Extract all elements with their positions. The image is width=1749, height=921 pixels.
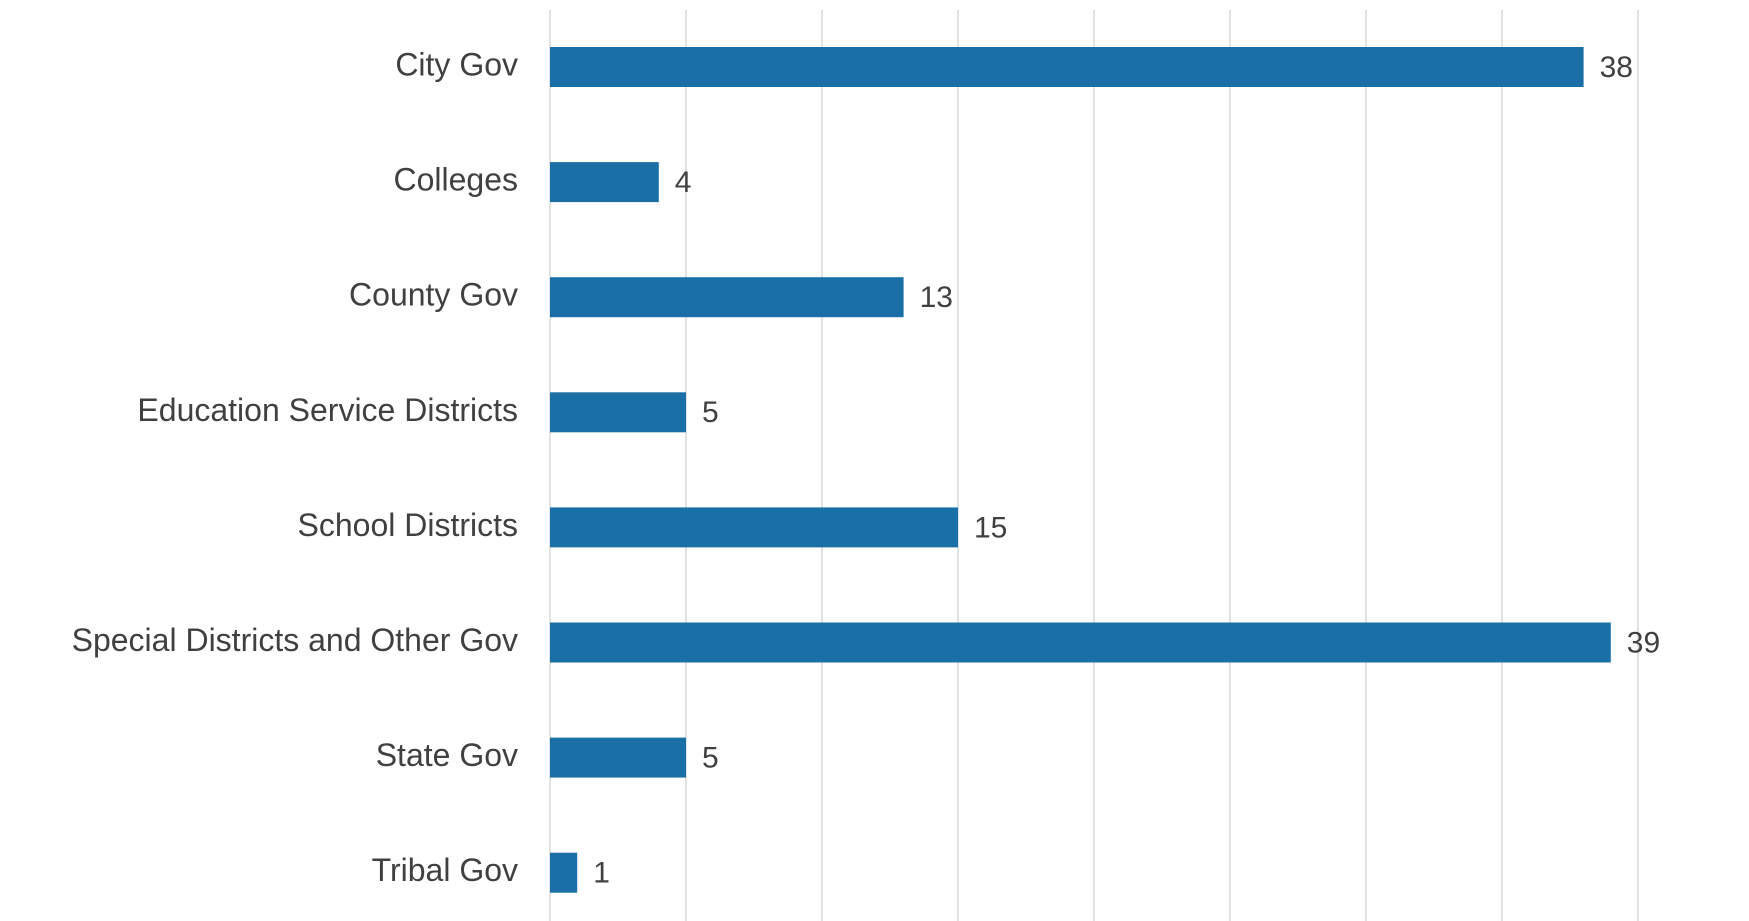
category-label: School Districts <box>298 507 519 543</box>
category-label: Education Service Districts <box>137 392 518 428</box>
data-label: 5 <box>702 742 719 775</box>
category-label: Special Districts and Other Gov <box>72 622 518 658</box>
data-label: 39 <box>1627 626 1660 659</box>
data-label: 1 <box>593 857 610 890</box>
category-label: County Gov <box>349 277 518 313</box>
data-label: 4 <box>675 166 692 199</box>
data-label: 15 <box>974 511 1007 544</box>
bar <box>550 277 904 318</box>
data-labels: 38 4 13 5 15 39 5 1 <box>593 51 1660 890</box>
bar <box>550 392 686 433</box>
bar <box>550 507 958 548</box>
category-labels: City Gov Colleges County Gov Education Serv… <box>72 46 518 888</box>
category-label: Tribal Gov <box>372 852 518 888</box>
bars <box>550 47 1611 893</box>
bar <box>550 622 1611 663</box>
category-label: City Gov <box>395 46 518 82</box>
category-label: State Gov <box>376 737 518 773</box>
bar <box>550 852 578 893</box>
data-label: 38 <box>1600 51 1633 84</box>
category-label: Colleges <box>393 162 518 198</box>
data-label: 5 <box>702 396 719 429</box>
bar <box>550 737 686 778</box>
bar <box>550 47 1584 87</box>
data-label: 13 <box>920 281 953 314</box>
gridlines <box>549 10 1639 921</box>
bar <box>550 162 659 203</box>
